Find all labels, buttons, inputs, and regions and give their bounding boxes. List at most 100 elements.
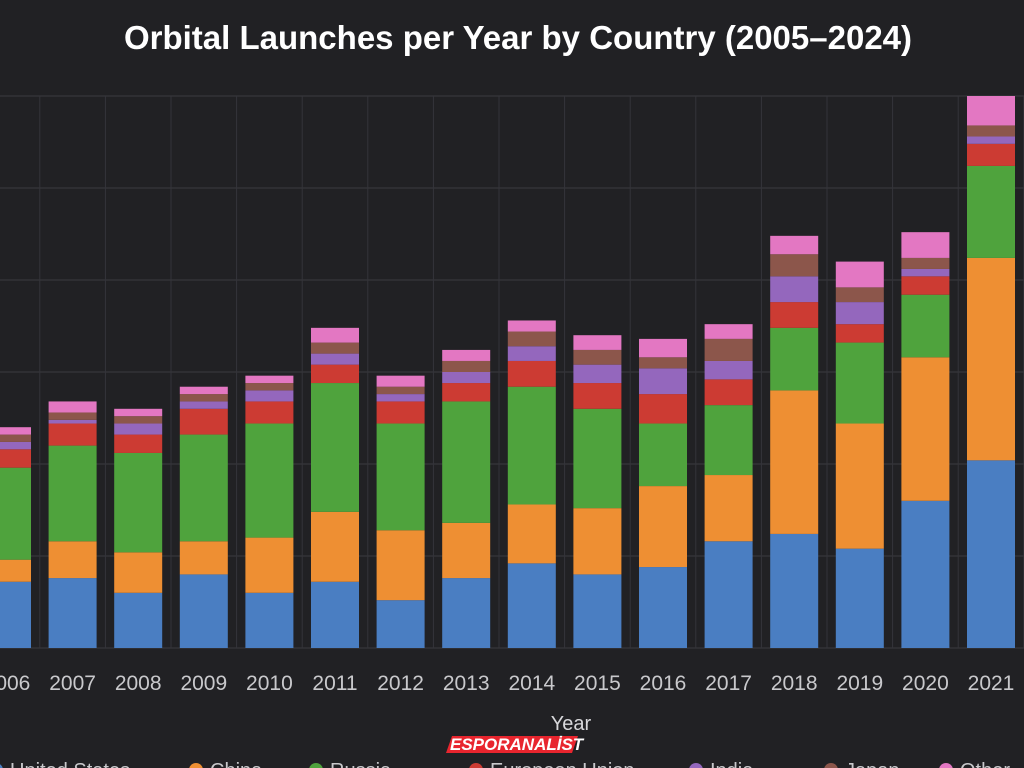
x-tick-label-2021: 2021	[968, 672, 1015, 695]
svg-text:ESPORANALİST: ESPORANALİST	[450, 735, 585, 754]
watermark-logo: ESPORANALİST	[446, 735, 585, 754]
legend-label-russia: Russia	[330, 760, 392, 768]
bar-segment-china-2014	[507, 504, 556, 564]
bar-segment-china-2006	[0, 559, 31, 582]
bar-segment-china-2019	[835, 423, 884, 549]
bar-segment-european-union-2019	[835, 324, 884, 343]
bar-segment-india-2018	[770, 276, 819, 303]
bar-segment-united-states-2016	[639, 567, 687, 648]
bar-segment-japan-2015	[573, 349, 622, 365]
bar-segment-china-2007	[48, 541, 97, 579]
bar-segment-japan-2011	[311, 342, 359, 354]
bar-segment-india-2013	[442, 372, 491, 384]
bar-segment-india-2015	[573, 364, 622, 384]
bar-segment-china-2008	[114, 552, 163, 593]
bar-segment-russia-2012	[376, 423, 425, 531]
x-tick-label-2019: 2019	[836, 672, 883, 695]
bar-segment-india-2012	[376, 394, 425, 402]
bar-segment-other-2016	[639, 338, 687, 358]
bar-segment-india-2019	[835, 302, 884, 325]
bar-segment-china-2011	[311, 511, 359, 582]
bar-segment-other-2009	[179, 386, 228, 395]
bar-segment-china-2012	[376, 530, 425, 601]
bar-segment-united-states-2014	[507, 563, 556, 648]
bar-segment-european-union-2014	[507, 360, 556, 387]
x-tick-label-2017: 2017	[705, 672, 752, 695]
bar-segment-china-2013	[442, 522, 491, 579]
x-tick-label-2007: 2007	[49, 672, 96, 695]
legend-marker-russia	[309, 763, 323, 768]
x-tick-label-2011: 2011	[312, 672, 357, 695]
bar-segment-other-2020	[901, 232, 950, 258]
bar-segment-india-2011	[311, 353, 359, 365]
bar-segment-russia-2016	[639, 423, 687, 487]
x-axis-title: Year	[551, 713, 592, 735]
bar-segment-united-states-2009	[179, 574, 228, 648]
bar-segment-japan-2019	[835, 287, 884, 303]
bar-segment-india-2006	[0, 441, 31, 450]
bar-segment-european-union-2007	[48, 423, 97, 446]
bar-segment-other-2014	[507, 320, 556, 332]
bar-segment-united-states-2012	[376, 600, 425, 648]
bar-segment-india-2016	[639, 368, 687, 395]
legend-marker-japan	[824, 763, 838, 768]
x-axis-ticks: 2006 2007 2008 2009 2010 2011 2012 2013 2014 2015…	[0, 672, 1014, 695]
bar-segment-united-states-2017	[704, 541, 753, 648]
bar-segment-japan-2014	[507, 331, 556, 347]
bar-segment-other-2006	[0, 427, 31, 435]
legend-label-japan: Japan	[845, 760, 900, 768]
legend-label-india: India	[710, 760, 754, 768]
legend: United States China Russia European Union In…	[0, 760, 1010, 768]
bar-segment-china-2009	[179, 541, 228, 575]
x-tick-label-2012: 2012	[377, 672, 424, 695]
legend-marker-other	[939, 763, 953, 768]
x-tick-label-2016: 2016	[640, 672, 687, 695]
x-tick-label-2015: 2015	[574, 672, 621, 695]
bar-segment-japan-2007	[48, 412, 97, 420]
bar-segment-japan-2020	[901, 257, 950, 269]
bar-segment-russia-2013	[442, 401, 491, 523]
bar-segment-european-union-2006	[0, 449, 31, 468]
chart-title: Orbital Launches per Year by Country (20…	[124, 19, 912, 56]
bar-segment-russia-2015	[573, 408, 622, 509]
legend-label-other: Other	[960, 760, 1010, 768]
bar-segment-united-states-2013	[442, 578, 491, 648]
bar-segment-russia-2019	[835, 342, 884, 424]
bar-segment-india-2017	[704, 360, 753, 380]
bar-segment-european-union-2021	[967, 143, 1015, 166]
bar-segment-other-2011	[311, 327, 359, 343]
bar-segment-united-states-2007	[48, 578, 97, 648]
bar-segment-japan-2009	[179, 394, 228, 402]
bar-segment-european-union-2016	[639, 394, 687, 424]
bar-segment-united-states-2006	[0, 581, 31, 648]
bar-segment-european-union-2015	[573, 383, 622, 409]
bar-segment-united-states-2018	[770, 533, 819, 648]
bar-segment-india-2008	[114, 423, 163, 435]
bar-segment-russia-2014	[507, 386, 556, 505]
bars	[0, 96, 1015, 648]
bar-segment-russia-2009	[179, 434, 228, 542]
x-tick-label-2009: 2009	[180, 672, 227, 695]
x-tick-label-2006: 2006	[0, 672, 30, 695]
bar-segment-russia-2010	[245, 423, 294, 538]
x-tick-label-2020: 2020	[902, 672, 949, 695]
bar-segment-other-2019	[835, 261, 884, 288]
bar-segment-india-2010	[245, 390, 294, 402]
bar-segment-china-2020	[901, 357, 950, 501]
bar-segment-china-2010	[245, 537, 294, 593]
bar-segment-european-union-2009	[179, 408, 228, 435]
bar-segment-india-2014	[507, 346, 556, 361]
bar-segment-united-states-2019	[835, 548, 884, 648]
watermark-badge	[446, 736, 578, 753]
bar-segment-china-2016	[639, 486, 687, 568]
bar-segment-russia-2008	[114, 452, 163, 553]
legend-marker-united-states	[0, 764, 3, 768]
bar-segment-india-2021	[967, 136, 1015, 144]
bar-segment-russia-2017	[704, 405, 753, 476]
bar-segment-russia-2006	[0, 467, 31, 560]
x-tick-label-2010: 2010	[246, 672, 293, 695]
bar-segment-japan-2006	[0, 434, 31, 442]
bar-segment-japan-2013	[442, 360, 491, 372]
legend-label-european-union: European Union	[490, 760, 635, 768]
